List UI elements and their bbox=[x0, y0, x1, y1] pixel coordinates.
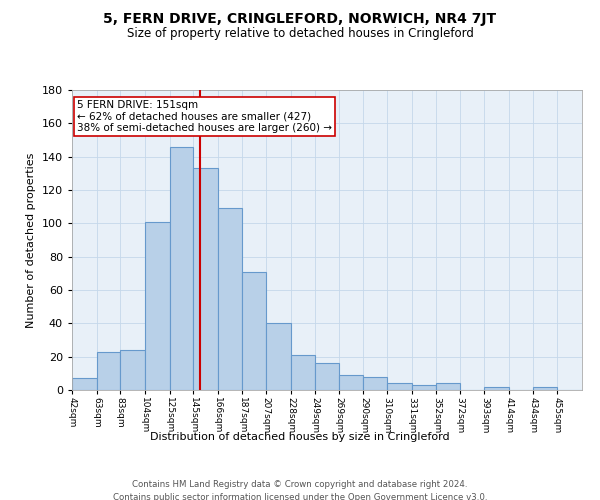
Bar bbox=[339, 375, 364, 390]
Bar bbox=[266, 324, 290, 390]
Text: 5 FERN DRIVE: 151sqm
← 62% of detached houses are smaller (427)
38% of semi-deta: 5 FERN DRIVE: 151sqm ← 62% of detached h… bbox=[77, 100, 332, 133]
Bar bbox=[242, 272, 266, 390]
Y-axis label: Number of detached properties: Number of detached properties bbox=[26, 152, 36, 328]
Bar bbox=[218, 208, 242, 390]
Bar bbox=[533, 386, 557, 390]
Text: Contains public sector information licensed under the Open Government Licence v3: Contains public sector information licen… bbox=[113, 492, 487, 500]
Bar bbox=[387, 384, 412, 390]
Bar bbox=[484, 386, 509, 390]
Bar bbox=[193, 168, 218, 390]
Text: Size of property relative to detached houses in Cringleford: Size of property relative to detached ho… bbox=[127, 28, 473, 40]
Bar bbox=[315, 364, 339, 390]
Text: 5, FERN DRIVE, CRINGLEFORD, NORWICH, NR4 7JT: 5, FERN DRIVE, CRINGLEFORD, NORWICH, NR4… bbox=[103, 12, 497, 26]
Bar bbox=[97, 352, 120, 390]
Bar bbox=[436, 384, 460, 390]
Bar bbox=[145, 222, 170, 390]
Text: Contains HM Land Registry data © Crown copyright and database right 2024.: Contains HM Land Registry data © Crown c… bbox=[132, 480, 468, 489]
Bar bbox=[170, 146, 193, 390]
Bar bbox=[290, 355, 315, 390]
Bar bbox=[364, 376, 387, 390]
Bar bbox=[412, 385, 436, 390]
Bar bbox=[72, 378, 97, 390]
Bar bbox=[120, 350, 145, 390]
Text: Distribution of detached houses by size in Cringleford: Distribution of detached houses by size … bbox=[150, 432, 450, 442]
